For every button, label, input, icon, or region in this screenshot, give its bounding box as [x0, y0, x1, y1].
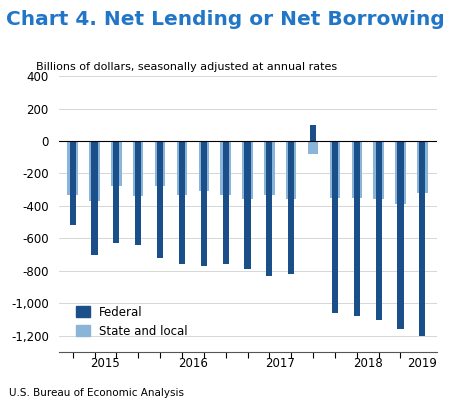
- Bar: [68, 141, 78, 194]
- Bar: [179, 141, 185, 264]
- Bar: [264, 141, 274, 194]
- Bar: [332, 141, 338, 313]
- Bar: [354, 141, 360, 316]
- Bar: [220, 141, 231, 194]
- Bar: [374, 141, 384, 200]
- Legend: Federal, State and local: Federal, State and local: [76, 306, 188, 338]
- Bar: [310, 125, 316, 141]
- Bar: [177, 141, 187, 194]
- Bar: [70, 141, 76, 226]
- Bar: [286, 141, 297, 200]
- Bar: [201, 141, 207, 266]
- Bar: [376, 141, 382, 320]
- Bar: [198, 141, 209, 191]
- Bar: [419, 141, 425, 336]
- Bar: [242, 141, 253, 200]
- Bar: [223, 141, 229, 264]
- Bar: [91, 141, 98, 255]
- Bar: [244, 141, 251, 269]
- Bar: [266, 141, 272, 276]
- Bar: [351, 141, 362, 198]
- Bar: [89, 141, 100, 201]
- Bar: [417, 141, 428, 193]
- Bar: [133, 141, 144, 196]
- Bar: [288, 141, 294, 274]
- Bar: [397, 141, 404, 329]
- Bar: [111, 141, 122, 186]
- Bar: [330, 141, 340, 198]
- Text: Chart 4. Net Lending or Net Borrowing: Chart 4. Net Lending or Net Borrowing: [5, 10, 445, 29]
- Bar: [155, 141, 165, 186]
- Bar: [135, 141, 141, 245]
- Text: U.S. Bureau of Economic Analysis: U.S. Bureau of Economic Analysis: [9, 388, 184, 398]
- Bar: [395, 141, 406, 204]
- Bar: [308, 141, 318, 154]
- Text: Billions of dollars, seasonally adjusted at annual rates: Billions of dollars, seasonally adjusted…: [36, 62, 337, 72]
- Bar: [113, 141, 119, 243]
- Bar: [157, 141, 163, 258]
